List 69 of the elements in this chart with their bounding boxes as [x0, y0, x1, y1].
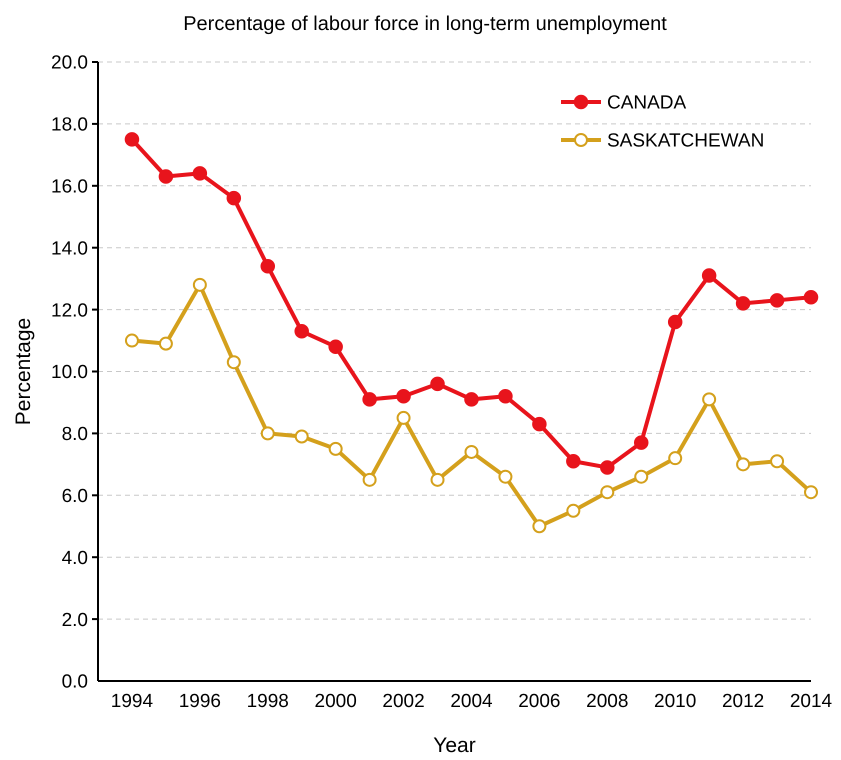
point: [566, 454, 581, 469]
point: [328, 442, 343, 456]
point: [702, 392, 716, 406]
x-tick-label: 2008: [586, 691, 628, 712]
point: [600, 460, 615, 475]
y-tick-label: 10.0: [51, 362, 88, 384]
point: [124, 132, 140, 147]
point: [158, 169, 174, 184]
point: [770, 293, 784, 308]
x-tick-label: 2012: [722, 691, 764, 712]
point: [192, 278, 207, 292]
point: [362, 392, 377, 407]
point: [430, 376, 445, 392]
point: [770, 454, 784, 468]
point: [328, 339, 343, 354]
y-tick-label: 8.0: [62, 424, 88, 446]
point: [192, 166, 208, 181]
point: [294, 429, 309, 444]
x-tick-label: 2010: [654, 691, 696, 712]
y-tick-label: 20.0: [51, 52, 88, 74]
y-tick-label: 12.0: [51, 300, 88, 322]
x-tick-label: 2014: [790, 691, 833, 712]
point: [362, 472, 377, 487]
point: [226, 190, 242, 206]
point: [396, 410, 411, 425]
point: [804, 485, 818, 500]
point: [124, 334, 139, 348]
x-tick-label: 2002: [382, 691, 425, 712]
y-tick-label: 14.0: [51, 238, 88, 260]
point: [804, 290, 818, 304]
y-tick-label: 2.0: [62, 610, 88, 631]
y-tick-label: 16.0: [51, 176, 88, 198]
x-tick-label: 2000: [314, 691, 357, 712]
point: [464, 444, 478, 459]
y-tick-label: 6.0: [62, 486, 88, 507]
x-tick-label: 1994: [110, 691, 154, 712]
point: [226, 355, 241, 370]
point: [668, 314, 682, 330]
point: [668, 451, 682, 466]
point: [158, 336, 173, 351]
y-tick-label: 0.0: [62, 672, 88, 693]
point: [294, 324, 309, 339]
point: [532, 519, 546, 534]
point: [600, 485, 614, 500]
point: [532, 416, 547, 432]
y-axis-title: Percentage: [12, 318, 35, 426]
point: [702, 268, 716, 283]
point: [634, 435, 648, 450]
point: [634, 470, 648, 484]
x-tick-label: 2004: [450, 691, 494, 712]
legend-label: CANADA: [607, 92, 687, 114]
point: [396, 389, 411, 404]
y-tick-label: 18.0: [51, 114, 88, 136]
point: [736, 457, 750, 472]
point: [566, 504, 580, 518]
point: [430, 472, 445, 487]
point: [498, 389, 513, 404]
legend-label: SASKATCHEWAN: [607, 130, 764, 152]
point: [498, 470, 512, 484]
x-tick-label: 1996: [178, 691, 221, 712]
point: [464, 392, 479, 407]
x-tick-label: 1998: [246, 691, 289, 712]
x-axis-title: Year: [433, 734, 476, 757]
x-tick-label: 2006: [518, 691, 561, 712]
point: [260, 426, 275, 440]
y-tick-label: 4.0: [62, 548, 88, 569]
point: [260, 259, 276, 274]
chart-title: Percentage of labour force in long-term unemployment: [183, 13, 668, 35]
point: [736, 296, 750, 311]
